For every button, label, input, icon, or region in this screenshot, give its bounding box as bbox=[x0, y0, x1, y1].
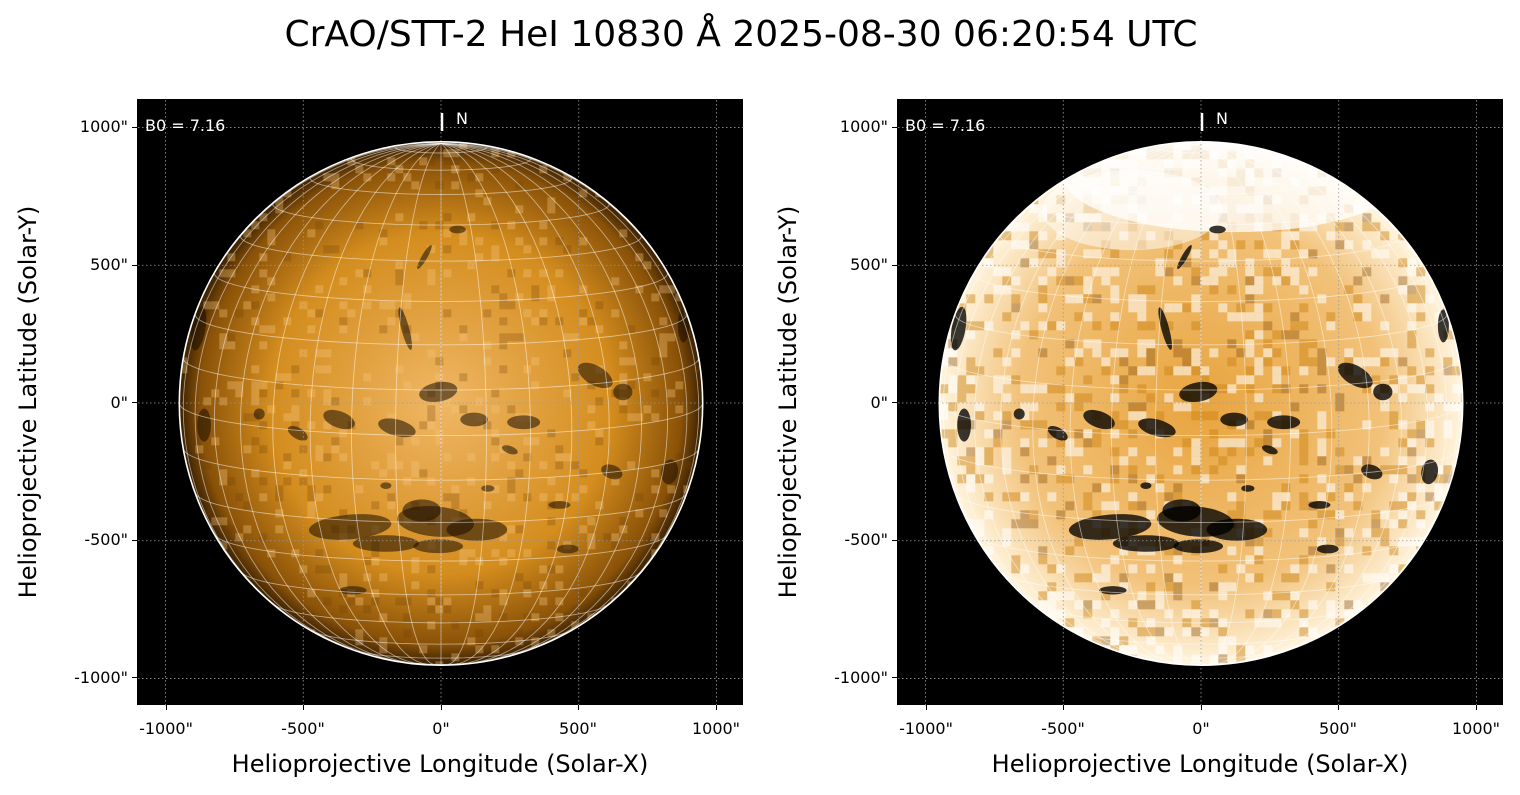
right-x-axis-label: Helioprojective Longitude (Solar-X) bbox=[991, 750, 1409, 778]
left-xtick-neg1000: -1000" bbox=[139, 719, 193, 738]
left-ytick-500: 500" bbox=[90, 255, 128, 274]
left-ytick-neg1000: -1000" bbox=[74, 668, 128, 687]
right-b0-label: B0 = 7.16 bbox=[905, 116, 986, 135]
left-x-axis-label: Helioprojective Longitude (Solar-X) bbox=[231, 750, 649, 778]
right-xtick-neg1000: -1000" bbox=[899, 719, 953, 738]
right-y-axis-label: Helioprojective Latitude (Solar-Y) bbox=[774, 205, 802, 599]
right-sun-image bbox=[898, 100, 1504, 706]
left-ytick-1000: 1000" bbox=[79, 117, 128, 136]
left-ytick-neg500: -500" bbox=[84, 530, 128, 549]
right-ytick-neg1000: -1000" bbox=[834, 668, 888, 687]
left-b0-label: B0 = 7.16 bbox=[145, 116, 226, 135]
left-image-axes: B0 = 7.16 N bbox=[137, 99, 744, 706]
right-ytick-1000: 1000" bbox=[839, 117, 888, 136]
right-xtick-neg500: -500" bbox=[1041, 719, 1085, 738]
left-xtick-500: 500" bbox=[559, 719, 597, 738]
right-xtick-0: 0" bbox=[1192, 719, 1210, 738]
right-ytick-500: 500" bbox=[850, 255, 888, 274]
right-north-label: N bbox=[1216, 109, 1228, 128]
left-y-axis-label: Helioprojective Latitude (Solar-Y) bbox=[14, 205, 42, 599]
right-ytick-0: 0" bbox=[870, 393, 888, 412]
left-xtick-0: 0" bbox=[432, 719, 450, 738]
right-xtick-1000: 1000" bbox=[1451, 719, 1501, 738]
right-xtick-500: 500" bbox=[1319, 719, 1357, 738]
left-north-label: N bbox=[456, 109, 468, 128]
left-ytick-0: 0" bbox=[110, 393, 128, 412]
figure-title: CrAO/STT-2 HeI 10830 Å 2025-08-30 06:20:… bbox=[284, 14, 1198, 55]
right-ytick-neg500: -500" bbox=[844, 530, 888, 549]
right-image-axes: B0 = 7.16 N bbox=[897, 99, 1504, 706]
left-xtick-neg500: -500" bbox=[281, 719, 325, 738]
left-sun-image bbox=[138, 100, 744, 706]
left-xtick-1000: 1000" bbox=[691, 719, 741, 738]
